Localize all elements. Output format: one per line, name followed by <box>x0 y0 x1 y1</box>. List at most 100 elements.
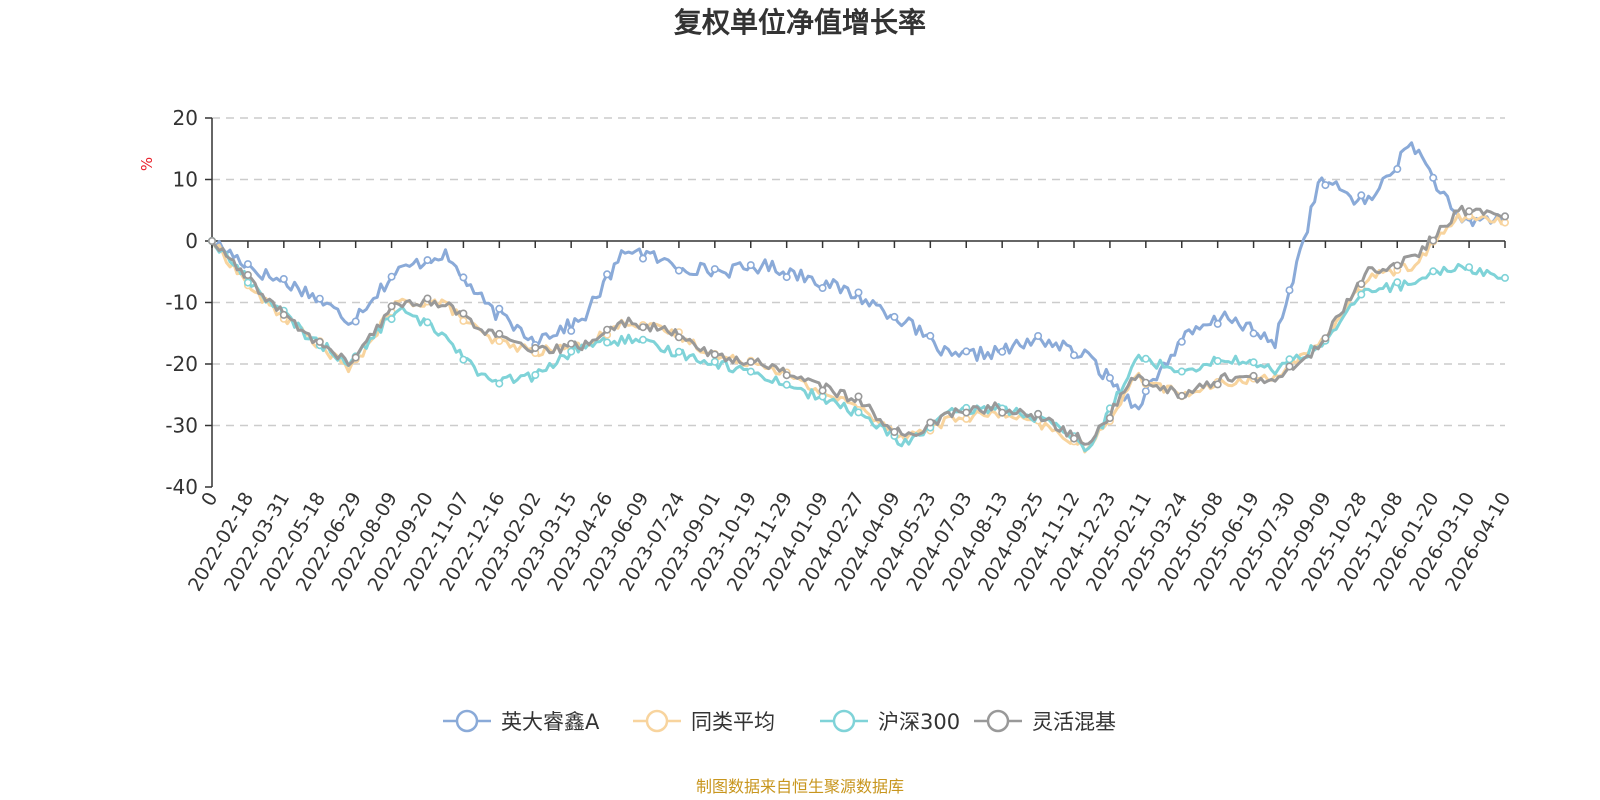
series-line-2 <box>210 240 1506 453</box>
series-point <box>459 309 468 318</box>
legend-marker <box>832 709 856 733</box>
series-lines <box>208 141 1510 454</box>
series-point <box>1357 191 1366 200</box>
series-point <box>603 325 612 334</box>
series-point <box>782 371 791 380</box>
series-point <box>1429 267 1438 276</box>
series-point <box>1285 286 1294 295</box>
series-point <box>1213 380 1222 389</box>
legend-item-0[interactable]: 英大睿鑫A <box>443 709 600 734</box>
y-tick-label: -40 <box>165 475 198 499</box>
series-point <box>567 326 576 335</box>
series-point <box>1357 279 1366 288</box>
series-point <box>746 261 755 270</box>
series-point <box>495 336 504 345</box>
series-point <box>1141 354 1150 363</box>
series-point <box>1393 165 1402 174</box>
legend-marker <box>986 709 1010 733</box>
legend-item-3[interactable]: 灵活混基 <box>974 709 1116 734</box>
series-point <box>1213 319 1222 328</box>
legend-marker <box>645 709 669 733</box>
y-tick-label: 20 <box>173 106 198 130</box>
series-point <box>782 273 791 282</box>
legend-label: 英大睿鑫A <box>501 710 600 734</box>
series-point <box>638 323 647 332</box>
series-point <box>818 386 827 395</box>
series-point <box>423 256 432 265</box>
series-point <box>459 316 468 325</box>
series-point <box>567 347 576 356</box>
series-point <box>998 408 1007 417</box>
series-point <box>423 294 432 303</box>
series-point <box>423 318 432 327</box>
series-point <box>315 294 324 303</box>
y-axis-unit: % <box>138 157 156 171</box>
series-point <box>279 310 288 319</box>
series-point <box>567 339 576 348</box>
series-point <box>638 335 647 344</box>
series-point <box>1357 290 1366 299</box>
legend-item-2[interactable]: 沪深300 <box>820 709 960 734</box>
y-tick-label: -20 <box>165 352 198 376</box>
series-point <box>1393 261 1402 270</box>
legend-marker <box>455 709 479 733</box>
series-point <box>854 288 863 297</box>
series-point <box>1034 409 1043 418</box>
series-point <box>1465 263 1474 272</box>
series-point <box>459 355 468 364</box>
series-point <box>531 370 540 379</box>
series-point <box>1070 351 1079 360</box>
series-point <box>603 270 612 279</box>
series-point <box>1177 337 1186 346</box>
series-point <box>243 278 252 287</box>
series-point <box>1105 414 1114 423</box>
series-point <box>638 254 647 263</box>
series-point <box>1249 329 1258 338</box>
x-tick-label: 0 <box>197 489 222 510</box>
series-line-0 <box>210 141 1507 411</box>
legend-label: 同类平均 <box>691 710 775 734</box>
series-point <box>710 350 719 359</box>
series-point <box>1034 331 1043 340</box>
series-point <box>962 347 971 356</box>
series-point <box>387 302 396 311</box>
series-point <box>1070 434 1079 443</box>
series-point <box>387 272 396 281</box>
series-point <box>243 260 252 269</box>
series-point <box>782 380 791 389</box>
series-point <box>1501 212 1510 221</box>
series-point <box>495 304 504 313</box>
series-point <box>674 347 683 356</box>
series-point <box>1429 236 1438 245</box>
series-point <box>1249 358 1258 367</box>
series-point <box>674 266 683 275</box>
series-point <box>387 315 396 324</box>
series-point <box>1249 371 1258 380</box>
chart-title: 复权单位净值增长率 <box>674 6 926 39</box>
series-point <box>531 343 540 352</box>
series-point <box>890 427 899 436</box>
series-point <box>495 379 504 388</box>
series-point <box>1321 334 1330 343</box>
legend[interactable]: 英大睿鑫A 同类平均 沪深300 灵活混基 <box>443 709 1116 734</box>
series-point <box>243 270 252 279</box>
data-source-note: 制图数据来自恒生聚源数据库 <box>696 777 904 796</box>
series-point <box>710 265 719 274</box>
legend-item-1[interactable]: 同类平均 <box>633 709 775 734</box>
series-point <box>1177 367 1186 376</box>
series-point <box>710 357 719 366</box>
series-point <box>1141 378 1150 387</box>
series-point <box>1285 355 1294 364</box>
grid-lines <box>212 117 1505 427</box>
series-point <box>1177 391 1186 400</box>
series-point <box>854 408 863 417</box>
legend-label: 沪深300 <box>878 710 960 734</box>
series-point <box>746 367 755 376</box>
series-point <box>962 414 971 423</box>
series-point <box>1321 181 1330 190</box>
series-point <box>962 408 971 417</box>
series-point <box>818 283 827 292</box>
series-point <box>1213 356 1222 365</box>
series-point <box>279 274 288 283</box>
